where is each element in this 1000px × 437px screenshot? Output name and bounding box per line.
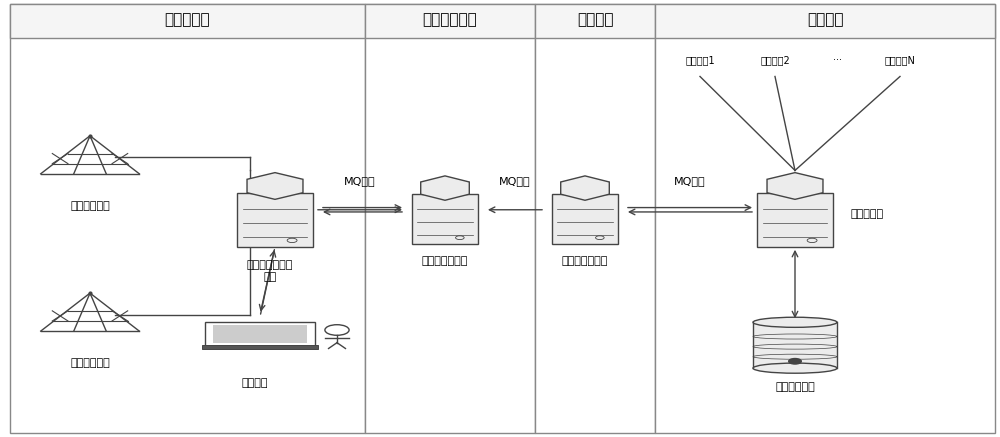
FancyBboxPatch shape (753, 323, 837, 368)
Text: 应用系瀖1: 应用系瀖1 (685, 55, 715, 66)
Text: 运维平台: 运维平台 (242, 378, 268, 388)
Text: 海关网络: 海关网络 (807, 12, 843, 27)
FancyBboxPatch shape (205, 322, 315, 346)
FancyBboxPatch shape (202, 345, 318, 349)
Ellipse shape (753, 317, 837, 327)
Text: 外部网络区: 外部网络区 (165, 12, 210, 27)
FancyBboxPatch shape (655, 4, 995, 38)
Text: MQ队列: MQ队列 (674, 176, 706, 186)
Text: 应用服务器: 应用服务器 (850, 209, 883, 219)
Text: 第二站点系统: 第二站点系统 (70, 358, 110, 368)
FancyBboxPatch shape (757, 193, 833, 247)
Polygon shape (767, 173, 823, 199)
Polygon shape (421, 176, 469, 200)
Text: 应用系瀖2: 应用系瀖2 (760, 55, 790, 66)
Text: MQ队列: MQ队列 (499, 176, 531, 186)
FancyBboxPatch shape (535, 4, 655, 433)
Polygon shape (561, 176, 609, 200)
Text: 管理网络: 管理网络 (577, 12, 613, 27)
FancyBboxPatch shape (365, 4, 535, 38)
FancyBboxPatch shape (213, 325, 307, 343)
Text: 第一队列服务器: 第一队列服务器 (422, 256, 468, 266)
FancyBboxPatch shape (10, 4, 365, 38)
Text: 第一站点系统: 第一站点系统 (70, 201, 110, 211)
Circle shape (789, 358, 801, 364)
FancyBboxPatch shape (655, 4, 995, 433)
Text: ···: ··· (834, 55, 842, 66)
Text: 应用系络N: 应用系络N (885, 55, 915, 66)
FancyBboxPatch shape (552, 194, 618, 244)
Text: 数据库服务器: 数据库服务器 (775, 382, 815, 392)
Text: 数据汇聚处理服
务器: 数据汇聚处理服 务器 (247, 260, 293, 281)
FancyBboxPatch shape (412, 194, 478, 244)
Text: 第二队列服务器: 第二队列服务器 (562, 256, 608, 266)
Polygon shape (247, 173, 303, 199)
FancyBboxPatch shape (237, 193, 313, 247)
Text: MQ队列: MQ队列 (344, 176, 376, 186)
FancyBboxPatch shape (535, 4, 655, 38)
FancyBboxPatch shape (365, 4, 535, 433)
FancyBboxPatch shape (10, 4, 365, 433)
Ellipse shape (753, 363, 837, 373)
Text: 对外接入网络: 对外接入网络 (423, 12, 477, 27)
